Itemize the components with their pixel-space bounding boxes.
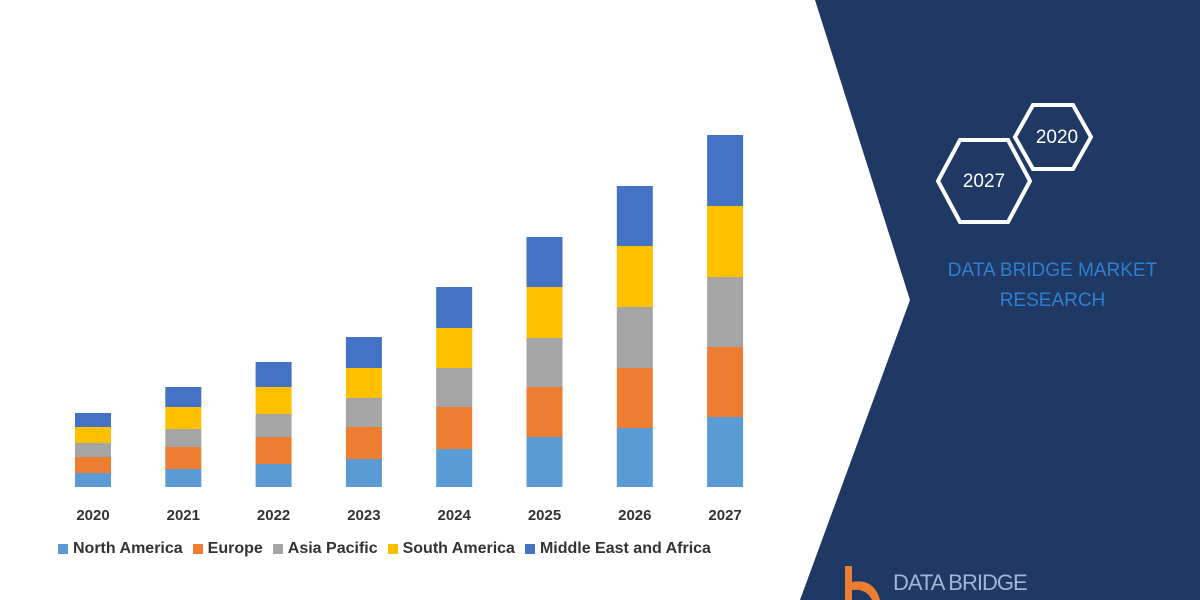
bar-segment-asia-pacific-2025 (526, 338, 563, 387)
bar-segment-asia-pacific-2023 (345, 398, 382, 427)
legend-swatch (272, 544, 283, 554)
bar-segment-europe-2023 (345, 427, 382, 459)
bar-segment-asia-pacific-2024 (436, 368, 473, 407)
legend-label: Asia Pacific (287, 540, 378, 557)
bar-segment-middle-east-and-africa-2023 (345, 337, 382, 368)
legend-label: South America (402, 540, 515, 557)
bar-segment-middle-east-and-africa-2026 (616, 186, 653, 246)
bar-segment-south-america-2026 (616, 246, 653, 307)
bar-segment-north-america-2021 (165, 469, 202, 487)
bar-segment-north-america-2027 (707, 417, 744, 487)
hexagon-2027 (935, 138, 1033, 224)
bar-segment-middle-east-and-africa-2022 (255, 362, 292, 387)
legend-swatch (192, 544, 203, 554)
x-tick-label: 2025 (528, 507, 561, 524)
brand-name: DATA BRIDGE MARKET RESEARCH (947, 260, 1158, 311)
bar-segment-north-america-2020 (75, 473, 111, 487)
bar-segment-south-america-2022 (255, 387, 292, 414)
x-tick-label: 2026 (618, 507, 651, 524)
bar-segment-south-america-2020 (75, 427, 111, 443)
x-tick-label: 2027 (708, 507, 741, 524)
bar-segment-north-america-2022 (255, 464, 292, 487)
bar-segment-south-america-2021 (165, 407, 202, 429)
bar-segment-asia-pacific-2020 (75, 443, 111, 457)
bar-segment-south-america-2027 (707, 206, 744, 277)
bar-segment-north-america-2026 (616, 428, 653, 487)
legend-item: Europe (192, 540, 263, 558)
hexagon-2020 (1012, 103, 1094, 171)
bar-segment-europe-2024 (436, 407, 473, 449)
legend-swatch (387, 544, 398, 554)
bar-segment-south-america-2024 (436, 328, 473, 368)
stacked-bar-chart: 2020 2021 2022 2023 2024 2025 2026 2027 (75, 135, 744, 524)
bar-segment-north-america-2023 (345, 459, 382, 487)
legend-swatch (58, 544, 68, 554)
bar-segment-asia-pacific-2026 (616, 307, 653, 368)
legend-item: North America (58, 540, 183, 558)
chart-legend: North America Europe Asia Pacific South Ame… (58, 540, 711, 558)
bar-segment-middle-east-and-africa-2027 (707, 135, 744, 206)
bar-segment-asia-pacific-2027 (707, 277, 744, 347)
logo-text: DATA BRIDGE (893, 570, 1028, 595)
x-tick-label: 2020 (76, 507, 109, 524)
bar-segment-north-america-2025 (526, 437, 563, 487)
logo-icon (845, 566, 880, 600)
bar-segment-asia-pacific-2021 (165, 429, 202, 447)
bar-segment-south-america-2023 (345, 368, 382, 398)
bar-segment-europe-2025 (526, 387, 563, 437)
legend-item: South America (387, 540, 515, 558)
legend-label: Middle East and Africa (539, 540, 711, 557)
hex-year-label: 2020 (1035, 127, 1079, 148)
legend-item: Middle East and Africa (524, 540, 711, 558)
bar-segment-north-america-2024 (436, 449, 473, 487)
bar-segment-middle-east-and-africa-2021 (165, 387, 202, 407)
x-tick-label: 2023 (347, 507, 380, 524)
bar-segment-europe-2022 (255, 437, 292, 464)
legend-item: Asia Pacific (272, 540, 378, 558)
bar-segment-south-america-2025 (526, 287, 563, 338)
bar-segment-asia-pacific-2022 (255, 414, 292, 437)
bar-segment-middle-east-and-africa-2020 (75, 413, 111, 427)
hex-year-label: 2027 (962, 171, 1006, 192)
x-tick-label: 2024 (438, 507, 472, 524)
bar-segment-europe-2027 (707, 347, 744, 417)
legend-label: North America (73, 540, 183, 557)
bar-segment-europe-2020 (75, 457, 111, 473)
bar-segment-middle-east-and-africa-2025 (526, 237, 563, 287)
legend-label: Europe (207, 540, 263, 557)
navy-panel-shape (800, 0, 1200, 600)
bar-segment-middle-east-and-africa-2024 (436, 287, 473, 328)
bar-segment-europe-2026 (616, 368, 653, 428)
x-tick-label: 2022 (257, 507, 290, 524)
x-tick-label: 2021 (167, 507, 200, 524)
legend-swatch (524, 544, 535, 554)
bar-segment-europe-2021 (165, 447, 202, 469)
